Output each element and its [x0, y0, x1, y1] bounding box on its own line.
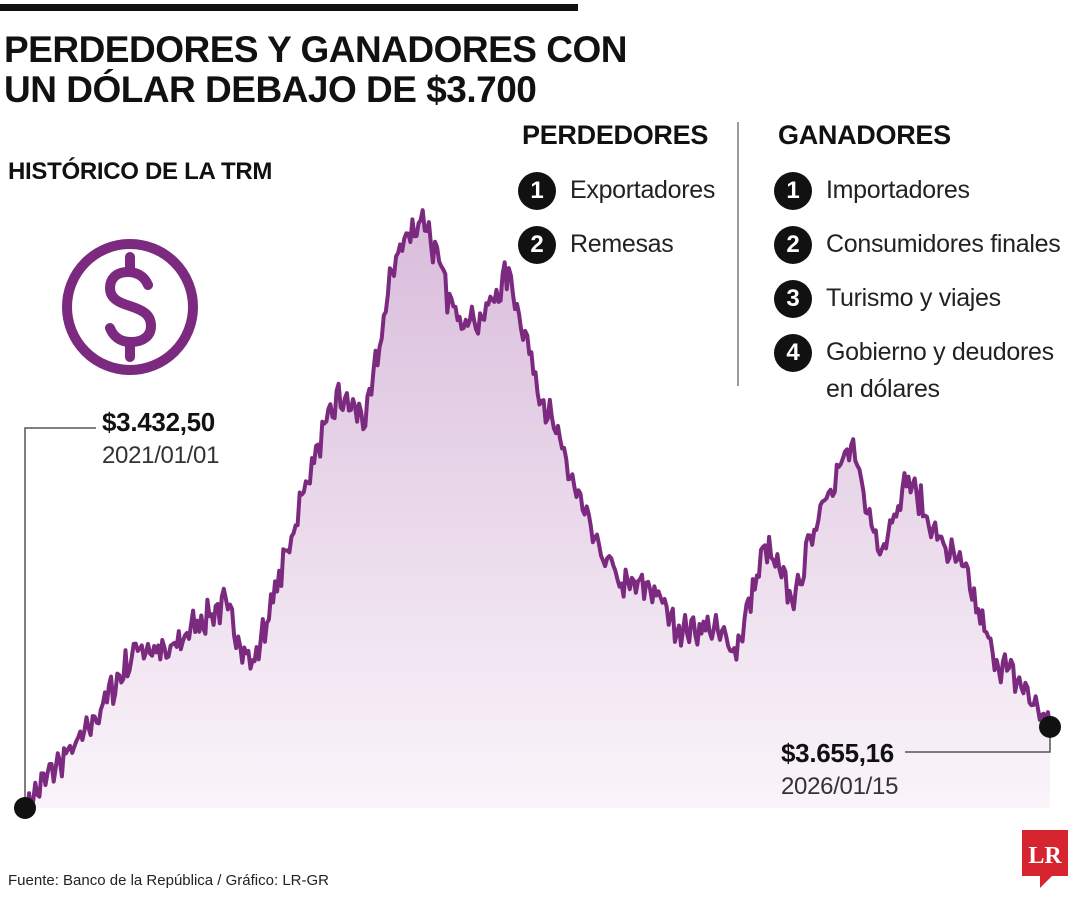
end-point: [1039, 715, 1061, 738]
list-item-label: Exportadores: [570, 176, 716, 204]
ganadores-list: 1 Importadores 2 Consumidores finales 3 …: [774, 172, 1074, 424]
list-item: 2 Remesas: [518, 226, 728, 264]
number-badge: 4: [774, 334, 812, 372]
perdedores-heading: PERDEDORES: [522, 120, 709, 150]
area-fill: [25, 210, 1050, 812]
start-leader-line: [24, 427, 96, 808]
end-value-label: $3.655,16: [781, 738, 894, 768]
number-badge: 3: [774, 280, 812, 318]
perdedores-list: 1 Exportadores 2 Remesas: [518, 172, 728, 280]
start-value-label: $3.432,50: [102, 407, 215, 437]
list-item-label: Turismo y viajes: [826, 284, 1001, 312]
number-badge: 1: [518, 172, 556, 210]
number-badge: 1: [774, 172, 812, 210]
lr-logo: LR: [1022, 830, 1068, 888]
top-rule: [0, 4, 578, 11]
title-line-2: UN DÓLAR DEBAJO DE $3.700: [4, 69, 537, 110]
list-item: 3 Turismo y viajes: [774, 280, 1074, 318]
source-note: Fuente: Banco de la República / Gráfico:…: [8, 872, 329, 889]
dollar-circle-icon: [62, 239, 198, 375]
number-badge: 2: [518, 226, 556, 264]
end-date-label: 2026/01/15: [781, 773, 899, 800]
logo-text: LR: [1028, 843, 1062, 869]
number-badge: 2: [774, 226, 812, 264]
list-item-label: Remesas: [570, 230, 674, 258]
start-date-label: 2021/01/01: [102, 442, 220, 469]
list-item-label: Importadores: [826, 176, 970, 204]
title-line-1: PERDEDORES Y GANADORES CON: [4, 29, 627, 70]
column-divider: [737, 122, 739, 386]
chart-subtitle: HISTÓRICO DE LA TRM: [8, 158, 273, 185]
list-item: 2 Consumidores finales: [774, 226, 1074, 264]
series-line-trm: [23, 208, 1052, 814]
start-point: [14, 797, 36, 819]
list-item: 1 Importadores: [774, 172, 1074, 210]
list-item-label: Consumidores finales: [826, 230, 1061, 258]
list-item-label: Gobierno y deudores en dólares: [826, 338, 1054, 403]
page-title: PERDEDORES Y GANADORES CON UN DÓLAR DEBA…: [4, 30, 704, 110]
ganadores-heading: GANADORES: [778, 120, 951, 150]
list-item: 1 Exportadores: [518, 172, 728, 210]
list-item: 4 Gobierno y deudores en dólares: [774, 334, 1074, 408]
